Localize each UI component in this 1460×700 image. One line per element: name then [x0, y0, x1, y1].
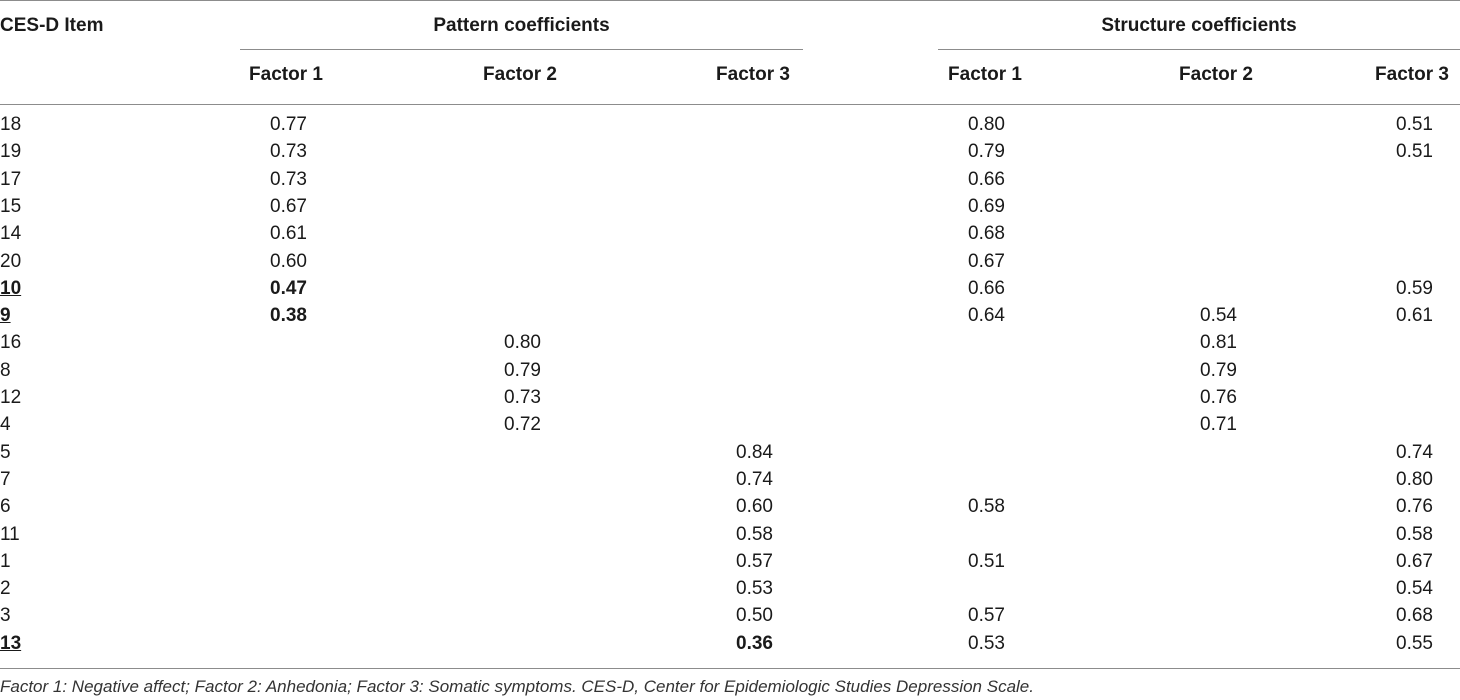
- structure-coefficient-cell: 0.58: [968, 496, 1005, 517]
- structure-coefficient-cell: 0.68: [1396, 605, 1433, 626]
- structure-coefficient-cell: 0.68: [968, 223, 1005, 244]
- structure-coefficient-cell: 0.71: [1200, 414, 1237, 435]
- structure-coefficient-cell: 0.76: [1396, 496, 1433, 517]
- pattern-coefficient-cell: 0.74: [736, 469, 773, 490]
- item-number-cell: 3: [0, 605, 11, 626]
- structure-coefficient-cell: 0.80: [968, 114, 1005, 135]
- pattern-coefficient-cell: 0.61: [270, 223, 307, 244]
- structure-coefficient-cell: 0.57: [968, 605, 1005, 626]
- structure-coefficient-cell: 0.76: [1200, 387, 1237, 408]
- item-number-cell: 20: [0, 251, 22, 272]
- pattern-coefficients-header: Pattern coefficients: [433, 15, 610, 36]
- factor-subheader: Factor 2: [1179, 64, 1253, 85]
- structure-coefficient-cell: 0.79: [1200, 360, 1237, 381]
- item-number-cell: 9: [0, 305, 11, 326]
- factor-subheader: Factor 3: [716, 64, 790, 85]
- factor-subheader: Factor 2: [483, 64, 557, 85]
- pattern-coefficient-cell: 0.57: [736, 551, 773, 572]
- item-number-cell: 6: [0, 496, 11, 517]
- structure-coefficient-cell: 0.67: [1396, 551, 1433, 572]
- structure-coefficient-cell: 0.58: [1396, 524, 1433, 545]
- structure-coefficient-cell: 0.54: [1396, 578, 1433, 599]
- pattern-coefficient-cell: 0.36: [736, 633, 773, 654]
- structure-coefficient-cell: 0.54: [1200, 305, 1237, 326]
- pattern-coefficient-cell: 0.38: [270, 305, 307, 326]
- item-number-cell: 10: [0, 278, 22, 299]
- pattern-coefficient-cell: 0.50: [736, 605, 773, 626]
- structure-coefficient-cell: 0.51: [1396, 141, 1433, 162]
- structure-group-rule: [938, 49, 1460, 50]
- factor-subheader: Factor 1: [249, 64, 323, 85]
- structure-coefficient-cell: 0.55: [1396, 633, 1433, 654]
- item-number-cell: 15: [0, 196, 22, 217]
- pattern-group-rule: [240, 49, 803, 50]
- pattern-coefficient-cell: 0.53: [736, 578, 773, 599]
- header-bottom-rule: [0, 104, 1460, 105]
- item-number-cell: 5: [0, 442, 11, 463]
- item-number-cell: 11: [0, 524, 20, 545]
- table-footnote: Factor 1: Negative affect; Factor 2: Anh…: [0, 677, 1034, 696]
- structure-coefficients-header: Structure coefficients: [1101, 15, 1297, 36]
- item-column-header: CES-D Item: [0, 15, 104, 36]
- factor-subheader: Factor 1: [948, 64, 1022, 85]
- structure-coefficient-cell: 0.67: [968, 251, 1005, 272]
- pattern-coefficient-cell: 0.73: [270, 169, 307, 190]
- pattern-coefficient-cell: 0.77: [270, 114, 307, 135]
- item-number-cell: 4: [0, 414, 11, 435]
- item-number-cell: 2: [0, 578, 11, 599]
- pattern-coefficient-cell: 0.72: [504, 414, 541, 435]
- item-number-cell: 12: [0, 387, 22, 408]
- pattern-coefficient-cell: 0.80: [504, 332, 541, 353]
- pattern-coefficient-cell: 0.60: [270, 251, 307, 272]
- item-number-cell: 8: [0, 360, 11, 381]
- structure-coefficient-cell: 0.64: [968, 305, 1005, 326]
- structure-coefficient-cell: 0.74: [1396, 442, 1433, 463]
- structure-coefficient-cell: 0.80: [1396, 469, 1433, 490]
- table-bottom-rule: [0, 668, 1460, 669]
- structure-coefficient-cell: 0.81: [1200, 332, 1237, 353]
- pattern-coefficient-cell: 0.47: [270, 278, 307, 299]
- pattern-coefficient-cell: 0.73: [270, 141, 307, 162]
- pattern-coefficient-cell: 0.60: [736, 496, 773, 517]
- item-number-cell: 17: [0, 169, 22, 190]
- structure-coefficient-cell: 0.79: [968, 141, 1005, 162]
- pattern-coefficient-cell: 0.67: [270, 196, 307, 217]
- structure-coefficient-cell: 0.61: [1396, 305, 1433, 326]
- pattern-coefficient-cell: 0.73: [504, 387, 541, 408]
- structure-coefficient-cell: 0.51: [968, 551, 1005, 572]
- item-number-cell: 13: [0, 633, 22, 654]
- item-number-cell: 14: [0, 223, 22, 244]
- item-number-cell: 19: [0, 141, 22, 162]
- structure-coefficient-cell: 0.51: [1396, 114, 1433, 135]
- structure-coefficient-cell: 0.66: [968, 169, 1005, 190]
- item-number-cell: 7: [0, 469, 11, 490]
- structure-coefficient-cell: 0.69: [968, 196, 1005, 217]
- pattern-coefficient-cell: 0.58: [736, 524, 773, 545]
- pattern-coefficient-cell: 0.84: [736, 442, 773, 463]
- factor-subheader: Factor 3: [1375, 64, 1449, 85]
- structure-coefficient-cell: 0.66: [968, 278, 1005, 299]
- item-number-cell: 16: [0, 332, 22, 353]
- structure-coefficient-cell: 0.59: [1396, 278, 1433, 299]
- item-number-cell: 18: [0, 114, 22, 135]
- item-number-cell: 1: [0, 551, 11, 572]
- structure-coefficient-cell: 0.53: [968, 633, 1005, 654]
- table-top-rule: [0, 0, 1460, 1]
- pattern-coefficient-cell: 0.79: [504, 360, 541, 381]
